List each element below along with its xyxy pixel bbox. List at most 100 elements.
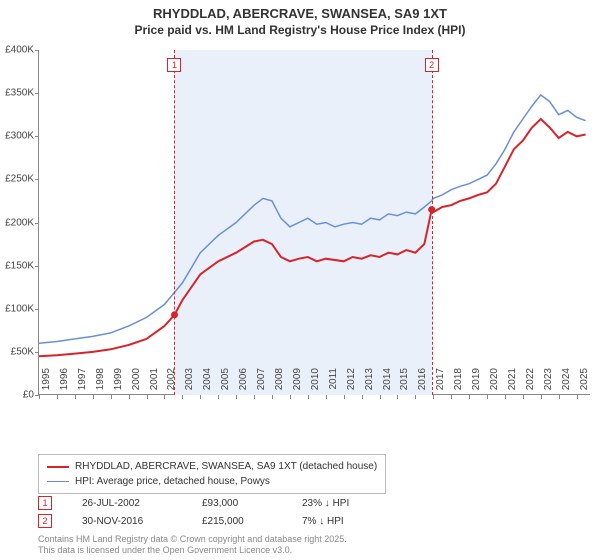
x-tick-label: 2012 — [346, 368, 357, 398]
x-tick-mark — [39, 395, 40, 399]
y-tick-mark — [35, 266, 39, 267]
x-tick-label: 2004 — [202, 368, 213, 398]
x-tick-mark — [541, 395, 542, 399]
x-tick-mark — [577, 395, 578, 399]
legend: RHYDDLAD, ABERCRAVE, SWANSEA, SA9 1XT (d… — [38, 454, 386, 494]
x-tick-mark — [380, 395, 381, 399]
x-tick-label: 2007 — [256, 368, 267, 398]
y-tick-label: £350K — [0, 88, 34, 99]
credits-line: Contains HM Land Registry data © Crown c… — [38, 534, 347, 545]
event-price: £93,000 — [202, 498, 272, 509]
event-row: 1 26-JUL-2002 £93,000 23% ↓ HPI — [38, 496, 402, 510]
legend-item: RHYDDLAD, ABERCRAVE, SWANSEA, SA9 1XT (d… — [47, 459, 377, 474]
y-tick-mark — [35, 352, 39, 353]
legend-item: HPI: Average price, detached house, Powy… — [47, 474, 377, 489]
y-tick-label: £100K — [0, 303, 34, 314]
x-tick-label: 2020 — [489, 368, 500, 398]
x-tick-label: 2002 — [166, 368, 177, 398]
x-tick-label: 1999 — [113, 368, 124, 398]
marker-line — [174, 50, 175, 395]
x-tick-label: 2009 — [292, 368, 303, 398]
x-tick-label: 1996 — [59, 368, 70, 398]
marker-label: 2 — [425, 58, 439, 72]
x-tick-mark — [469, 395, 470, 399]
x-tick-label: 2011 — [328, 368, 339, 398]
legend-swatch — [47, 481, 69, 482]
event-marker: 2 — [38, 514, 52, 528]
y-tick-label: £0 — [0, 390, 34, 401]
x-tick-label: 1998 — [95, 368, 106, 398]
y-tick-mark — [35, 136, 39, 137]
x-tick-label: 2001 — [149, 368, 160, 398]
events-table: 1 26-JUL-2002 £93,000 23% ↓ HPI 2 30-NOV… — [38, 496, 402, 532]
x-tick-mark — [254, 395, 255, 399]
x-tick-label: 2016 — [417, 368, 428, 398]
x-tick-mark — [129, 395, 130, 399]
plot-area: 12 — [38, 50, 590, 395]
chart-area: 12 £0£50K£100K£150K£200K£250K£300K£350K£… — [38, 50, 590, 420]
x-tick-mark — [344, 395, 345, 399]
x-tick-label: 2000 — [131, 368, 142, 398]
x-tick-mark — [559, 395, 560, 399]
x-tick-label: 1995 — [41, 368, 52, 398]
x-tick-mark — [487, 395, 488, 399]
x-tick-mark — [57, 395, 58, 399]
legend-label: RHYDDLAD, ABERCRAVE, SWANSEA, SA9 1XT (d… — [75, 459, 377, 474]
x-tick-label: 2013 — [364, 368, 375, 398]
x-tick-label: 2003 — [184, 368, 195, 398]
event-marker: 1 — [38, 496, 52, 510]
x-tick-mark — [75, 395, 76, 399]
chart-title-line1: RHYDDLAD, ABERCRAVE, SWANSEA, SA9 1XT — [0, 0, 600, 23]
x-tick-mark — [111, 395, 112, 399]
y-tick-label: £50K — [0, 346, 34, 357]
credits: Contains HM Land Registry data © Crown c… — [38, 534, 347, 556]
y-tick-mark — [35, 50, 39, 51]
marker-label: 1 — [167, 58, 181, 72]
credits-line: This data is licensed under the Open Gov… — [38, 545, 347, 556]
y-tick-label: £400K — [0, 45, 34, 56]
event-price: £215,000 — [202, 516, 272, 527]
x-tick-label: 2014 — [382, 368, 393, 398]
x-tick-label: 2025 — [579, 368, 590, 398]
line-plot-svg — [39, 50, 591, 395]
legend-label: HPI: Average price, detached house, Powy… — [75, 474, 270, 489]
event-diff: 23% ↓ HPI — [302, 498, 402, 509]
event-date: 30-NOV-2016 — [82, 516, 172, 527]
x-tick-mark — [93, 395, 94, 399]
x-tick-mark — [523, 395, 524, 399]
y-tick-label: £300K — [0, 131, 34, 142]
y-tick-label: £150K — [0, 260, 34, 271]
x-tick-mark — [505, 395, 506, 399]
x-tick-label: 2008 — [274, 368, 285, 398]
event-date: 26-JUL-2002 — [82, 498, 172, 509]
legend-swatch — [47, 466, 69, 468]
x-tick-label: 2006 — [238, 368, 249, 398]
event-row: 2 30-NOV-2016 £215,000 7% ↓ HPI — [38, 514, 402, 528]
x-tick-mark — [308, 395, 309, 399]
event-diff: 7% ↓ HPI — [302, 516, 402, 527]
x-tick-label: 2021 — [507, 368, 518, 398]
x-tick-label: 2018 — [453, 368, 464, 398]
x-tick-mark — [290, 395, 291, 399]
x-tick-label: 2015 — [399, 368, 410, 398]
x-tick-label: 2022 — [525, 368, 536, 398]
y-tick-label: £250K — [0, 174, 34, 185]
series-line — [39, 119, 586, 356]
x-tick-label: 2005 — [220, 368, 231, 398]
x-tick-label: 2010 — [310, 368, 321, 398]
series-line — [39, 95, 586, 343]
chart-container: RHYDDLAD, ABERCRAVE, SWANSEA, SA9 1XT Pr… — [0, 0, 600, 560]
x-tick-mark — [326, 395, 327, 399]
y-tick-mark — [35, 179, 39, 180]
x-tick-label: 2019 — [471, 368, 482, 398]
x-tick-mark — [272, 395, 273, 399]
y-tick-label: £200K — [0, 217, 34, 228]
y-tick-mark — [35, 93, 39, 94]
chart-title-line2: Price paid vs. HM Land Registry's House … — [0, 23, 600, 39]
x-tick-mark — [236, 395, 237, 399]
x-tick-mark — [147, 395, 148, 399]
x-tick-mark — [362, 395, 363, 399]
x-tick-label: 2017 — [435, 368, 446, 398]
y-tick-mark — [35, 223, 39, 224]
marker-line — [432, 50, 433, 395]
